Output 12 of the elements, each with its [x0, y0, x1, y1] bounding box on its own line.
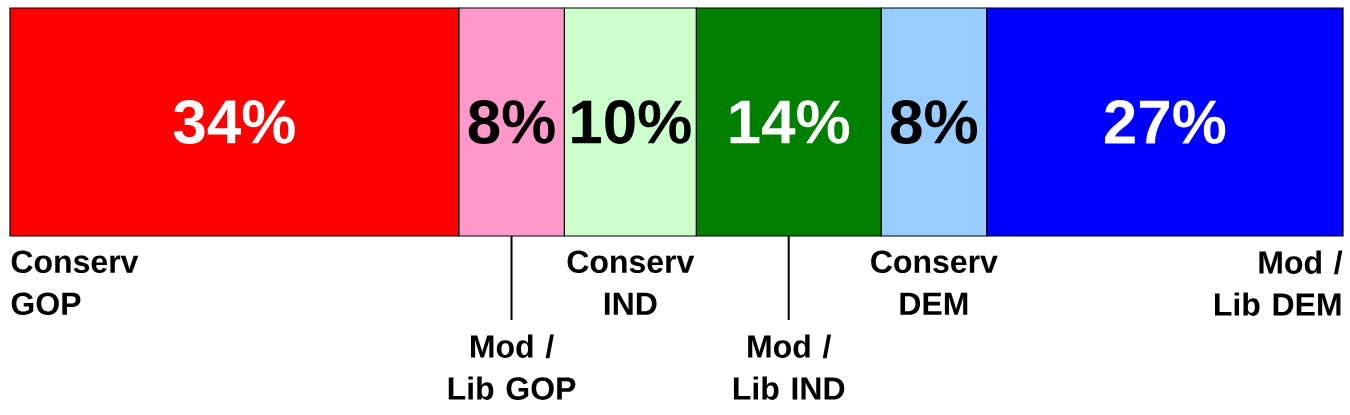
text: Mod / Lib IND: [733, 334, 845, 400]
data-label: 10%: [572, 100, 691, 144]
series-label: Conserv DEM: [871, 250, 998, 315]
text: Mod / Lib GOP: [448, 334, 576, 400]
series-label: Conserv GOP: [11, 250, 139, 316]
data-label: 8%: [468, 100, 555, 144]
series-label: Conserv IND: [567, 250, 695, 315]
data-label: 27%: [1104, 100, 1226, 144]
data-label: 8%: [891, 100, 978, 144]
series-label: Mod / Lib DEM: [1214, 250, 1343, 316]
data-label: 14%: [730, 100, 850, 144]
data-label: 34%: [173, 100, 295, 144]
